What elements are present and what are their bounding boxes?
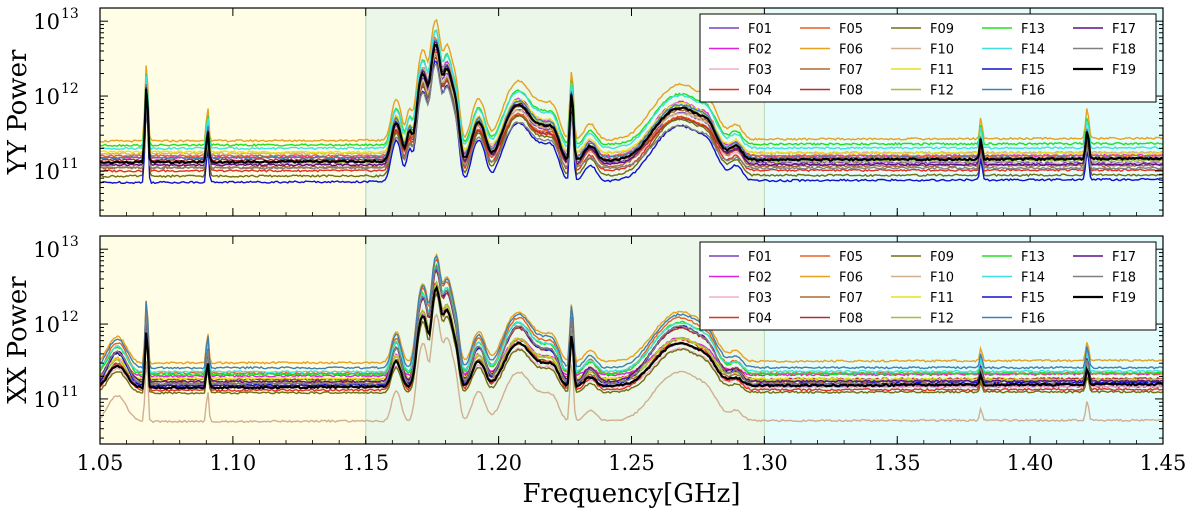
y-tick-label-yy-0: 10 [33,160,60,184]
legend-label-f02: F02 [748,271,772,286]
y-tick-exponent-yy-0: 11 [61,156,79,172]
series-line-f06 [100,18,1163,143]
series-lines [100,18,1163,185]
legend-label-f07: F07 [839,291,863,306]
series-line-f19 [100,284,1163,390]
x-tick-label-0: 1.05 [77,451,124,475]
y-axis-title-yy: YY Power [3,49,33,175]
legend-xx: F01 F02 F03 F04 F05 F06 F07 F08 F09 F10 F11 F12 F13 F… [699,241,1157,331]
legend-label-f08: F08 [839,84,863,99]
legend-label-f12: F12 [930,312,954,327]
legend-label-f06: F06 [839,43,863,58]
series-line-f09 [100,291,1163,395]
legend-yy: F01 F02 F03 F04 F05 F06 F07 F08 F09 F10 F11 F12 F13 F… [699,13,1157,103]
frequency-band-1 [100,236,366,444]
legend-label-f14: F14 [1021,271,1045,286]
legend-label-f14: F14 [1021,43,1045,58]
series-lines [100,252,1163,424]
y-tick-label-xx-1: 10 [33,313,60,337]
x-tick-label-8: 1.45 [1140,451,1187,475]
series-line-f10 [100,313,1163,424]
y-tick-exponent-xx-0: 11 [61,384,79,400]
legend-box [699,13,1157,103]
legend-label-f18: F18 [1112,271,1136,286]
series-line-f17 [100,41,1163,167]
legend-label-f04: F04 [748,84,772,99]
x-tick-label-4: 1.25 [608,451,655,475]
series-line-f14 [100,29,1163,151]
legend-label-f06: F06 [839,271,863,286]
legend-label-f03: F03 [748,63,772,78]
series-line-f04 [100,281,1163,393]
series-line-f14 [100,264,1163,374]
series-line-f13 [100,263,1163,377]
series-line-f19 [100,43,1163,165]
series-line-f16 [100,255,1163,370]
legend-label-f17: F17 [1112,22,1136,37]
legend-label-f16: F16 [1021,312,1045,327]
legend-label-f10: F10 [930,271,954,286]
x-tick-label-2: 1.15 [342,451,389,475]
legend-label-f07: F07 [839,63,863,78]
y-axis-title-xx: XX Power [3,276,33,404]
legend-label-f11: F11 [930,63,954,78]
x-tick-label-3: 1.20 [475,451,522,475]
legend-label-f01: F01 [748,22,772,37]
frequency-band-1 [100,8,366,216]
legend-label-f03: F03 [748,291,772,306]
y-tick-exponent-xx-1: 12 [61,309,79,325]
x-tick-label-7: 1.40 [1007,451,1054,475]
legend-label-f05: F05 [839,250,863,265]
legend-label-f08: F08 [839,312,863,327]
y-tick-label-xx-2: 10 [33,238,60,262]
legend-label-f15: F15 [1021,291,1045,306]
legend-label-f10: F10 [930,43,954,58]
x-axis-title: Frequency[GHz] [522,479,740,509]
legend-label-f12: F12 [930,84,954,99]
y-tick-exponent-yy-2: 13 [61,6,79,22]
legend-label-f16: F16 [1021,84,1045,99]
legend-label-f11: F11 [930,291,954,306]
series-line-f18 [100,265,1163,386]
legend-label-f19: F19 [1112,291,1136,306]
series-line-f09 [100,54,1163,179]
series-line-f15 [100,60,1163,185]
series-line-f13 [100,29,1163,147]
series-line-f18 [100,63,1163,171]
legend-label-f01: F01 [748,250,772,265]
y-tick-label-yy-2: 10 [33,10,60,34]
legend-label-f05: F05 [839,22,863,37]
series-line-f06 [100,252,1163,365]
legend-label-f04: F04 [748,312,772,327]
series-line-f16 [100,39,1163,160]
legend-label-f17: F17 [1112,250,1136,265]
legend-label-f09: F09 [930,22,954,37]
y-tick-exponent-yy-1: 12 [61,81,79,97]
legend-label-f18: F18 [1112,43,1136,58]
legend-label-f09: F09 [930,250,954,265]
x-tick-label-6: 1.35 [874,451,921,475]
x-tick-label-5: 1.30 [741,451,788,475]
series-line-f02 [100,283,1163,379]
series-line-f11 [100,38,1163,156]
legend-label-f15: F15 [1021,63,1045,78]
legend-label-f13: F13 [1021,22,1045,37]
y-tick-exponent-xx-2: 13 [61,234,79,250]
legend-label-f02: F02 [748,43,772,58]
y-tick-label-xx-0: 10 [33,388,60,412]
series-line-f07 [100,43,1163,170]
x-tick-label-1: 1.10 [209,451,256,475]
legend-label-f13: F13 [1021,250,1045,265]
legend-label-f19: F19 [1112,63,1136,78]
y-tick-label-yy-1: 10 [33,85,60,109]
